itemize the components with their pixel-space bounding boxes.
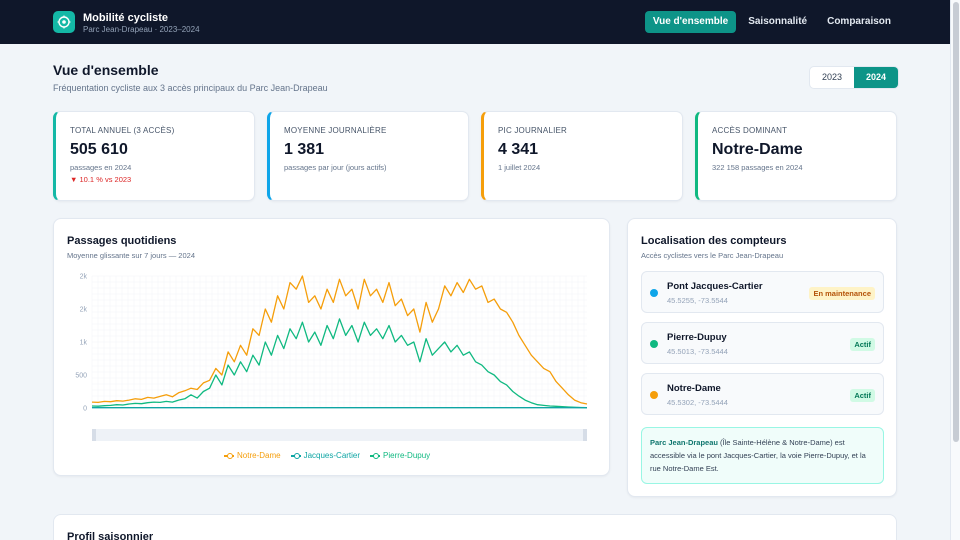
location-coords: 45.5255, -73.5544 bbox=[667, 296, 728, 305]
location-name: Pont Jacques-Cartier bbox=[667, 281, 763, 292]
page-title: Vue d'ensemble bbox=[53, 62, 159, 78]
location-dot bbox=[650, 289, 658, 297]
year-2024-button[interactable]: 2024 bbox=[854, 67, 898, 88]
kpi-note: 1 juillet 2024 bbox=[498, 163, 541, 172]
seasonal-panel: Profil saisonnier bbox=[53, 514, 897, 540]
daily-line-chart[interactable]: 0 500 1k 2k 2k bbox=[54, 219, 611, 477]
kpi-daily-average: MOYENNE JOURNALIÈRE 1 381 passages par j… bbox=[267, 111, 469, 201]
app-logo bbox=[53, 11, 75, 33]
y-tick-label: 500 bbox=[75, 373, 87, 380]
app-title: Mobilité cycliste bbox=[83, 12, 168, 24]
top-navbar: Mobilité cycliste Parc Jean-Drapeau · 20… bbox=[0, 0, 950, 44]
legend-item[interactable]: Jacques-Cartier bbox=[290, 451, 361, 460]
nav-comparison[interactable]: Comparaison bbox=[827, 16, 891, 27]
location-dot bbox=[650, 340, 658, 348]
location-notre-dame[interactable]: Notre-Dame 45.5302, -73.5444 Actif bbox=[641, 373, 884, 415]
kpi-value: 505 610 bbox=[70, 141, 128, 158]
kpi-note: 322 158 passages en 2024 bbox=[712, 163, 803, 172]
locations-panel: Localisation des compteurs Accès cyclist… bbox=[627, 218, 897, 497]
kpi-label: ACCÈS DOMINANT bbox=[712, 126, 788, 135]
kpi-value: Notre-Dame bbox=[712, 141, 803, 158]
y-tick-label: 1k bbox=[80, 340, 88, 347]
nav-overview[interactable]: Vue d'ensemble bbox=[644, 11, 737, 33]
target-icon bbox=[57, 15, 71, 29]
locations-title: Localisation des compteurs bbox=[641, 235, 787, 247]
kpi-label: MOYENNE JOURNALIÈRE bbox=[284, 126, 387, 135]
location-dot bbox=[650, 391, 658, 399]
info-text: (Île Sainte-Hélène & Notre-Dame) est acc… bbox=[650, 438, 866, 473]
chart-legend: Notre-Dame Jacques-Cartier Pierre-Dupuy bbox=[224, 451, 430, 460]
location-pierre-dupuy[interactable]: Pierre-Dupuy 45.5013, -73.5444 Actif bbox=[641, 322, 884, 364]
year-2023-button[interactable]: 2023 bbox=[821, 72, 843, 82]
page-scrollbar[interactable] bbox=[950, 0, 960, 540]
y-tick-label: 0 bbox=[83, 406, 87, 413]
app-subtitle: Parc Jean-Drapeau · 2023–2024 bbox=[83, 25, 200, 34]
kpi-label: PIC JOURNALIER bbox=[498, 126, 568, 135]
legend-label: Notre-Dame bbox=[237, 451, 281, 460]
status-badge: Actif bbox=[850, 338, 875, 351]
kpi-note: passages en 2024 bbox=[70, 163, 132, 172]
kpi-daily-peak: PIC JOURNALIER 4 341 1 juillet 2024 bbox=[481, 111, 683, 201]
scrollbar-thumb[interactable] bbox=[953, 2, 959, 442]
kpi-value: 1 381 bbox=[284, 141, 325, 158]
year-toggle: 2023 2024 bbox=[809, 66, 899, 89]
kpi-value: 4 341 bbox=[498, 141, 539, 158]
location-name: Notre-Dame bbox=[667, 383, 721, 394]
legend-item[interactable]: Pierre-Dupuy bbox=[370, 451, 430, 460]
legend-label: Jacques-Cartier bbox=[303, 451, 361, 460]
location-coords: 45.5013, -73.5444 bbox=[667, 347, 728, 356]
seasonal-title: Profil saisonnier bbox=[67, 531, 154, 540]
kpi-dominant-access: ACCÈS DOMINANT Notre-Dame 322 158 passag… bbox=[695, 111, 897, 201]
info-highlight: Parc Jean-Drapeau bbox=[650, 438, 718, 447]
series-line-pierre-dupuy[interactable] bbox=[91, 318, 588, 409]
nav-seasonality[interactable]: Saisonnalité bbox=[748, 16, 808, 27]
series-line-notre-dame[interactable] bbox=[91, 275, 588, 405]
location-jacques-cartier[interactable]: Pont Jacques-Cartier 45.5255, -73.5544 E… bbox=[641, 271, 884, 313]
brand: Mobilité cycliste Parc Jean-Drapeau · 20… bbox=[83, 12, 200, 35]
zoom-handle-right[interactable] bbox=[583, 429, 587, 441]
status-badge: En maintenance bbox=[809, 287, 875, 300]
status-badge: Actif bbox=[850, 389, 875, 402]
chart-zoom-slider[interactable] bbox=[92, 429, 587, 441]
kpi-label: TOTAL ANNUEL (3 ACCÈS) bbox=[70, 126, 175, 135]
chart-title: Passages quotidiens bbox=[67, 235, 177, 247]
kpi-total: TOTAL ANNUEL (3 ACCÈS) 505 610 passages … bbox=[53, 111, 255, 201]
y-tick-label: 2k bbox=[80, 307, 88, 314]
locations-subtitle: Accès cyclistes vers le Parc Jean-Drapea… bbox=[641, 251, 784, 260]
kpi-delta: ▼ 10.1 % vs 2023 bbox=[70, 175, 132, 184]
daily-chart-panel: Passages quotidiens Moyenne glissante su… bbox=[53, 218, 610, 476]
main-nav: Vue d'ensemble Saisonnalité Comparaison bbox=[644, 11, 899, 33]
zoom-handle-left[interactable] bbox=[92, 429, 96, 441]
location-name: Pierre-Dupuy bbox=[667, 332, 727, 343]
access-info-box: Parc Jean-Drapeau (Île Sainte-Hélène & N… bbox=[641, 427, 884, 484]
kpi-note: passages par jour (jours actifs) bbox=[284, 163, 387, 172]
location-coords: 45.5302, -73.5444 bbox=[667, 398, 728, 407]
legend-item[interactable]: Notre-Dame bbox=[224, 451, 281, 460]
page-subtitle: Fréquentation cycliste aux 3 accès princ… bbox=[53, 83, 328, 93]
legend-label: Pierre-Dupuy bbox=[383, 451, 431, 460]
chart-subtitle: Moyenne glissante sur 7 jours — 2024 bbox=[67, 251, 195, 260]
y-tick-label: 2k bbox=[80, 274, 88, 281]
